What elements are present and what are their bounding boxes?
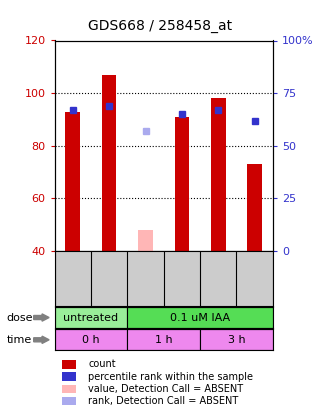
Text: dose: dose: [6, 313, 33, 322]
Text: 1 h: 1 h: [155, 335, 172, 345]
Bar: [138, 230, 153, 251]
Text: count: count: [88, 360, 116, 369]
Bar: [102, 75, 117, 251]
Bar: [62, 384, 76, 393]
Bar: [211, 98, 226, 251]
Bar: [127, 307, 273, 328]
Text: 0.1 uM IAA: 0.1 uM IAA: [170, 313, 230, 322]
Text: rank, Detection Call = ABSENT: rank, Detection Call = ABSENT: [88, 396, 238, 405]
Bar: [127, 329, 200, 350]
Text: 0 h: 0 h: [82, 335, 100, 345]
Text: untreated: untreated: [63, 313, 118, 322]
Bar: [55, 307, 127, 328]
Bar: [65, 111, 80, 251]
Bar: [62, 360, 76, 369]
Text: time: time: [6, 335, 32, 345]
Text: percentile rank within the sample: percentile rank within the sample: [88, 372, 253, 382]
Text: GDS668 / 258458_at: GDS668 / 258458_at: [89, 19, 232, 33]
Bar: [200, 329, 273, 350]
Bar: [62, 373, 76, 381]
Bar: [175, 117, 189, 251]
Text: value, Detection Call = ABSENT: value, Detection Call = ABSENT: [88, 384, 243, 394]
Bar: [55, 329, 127, 350]
Bar: [247, 164, 262, 251]
Text: 3 h: 3 h: [228, 335, 245, 345]
Bar: [62, 396, 76, 405]
